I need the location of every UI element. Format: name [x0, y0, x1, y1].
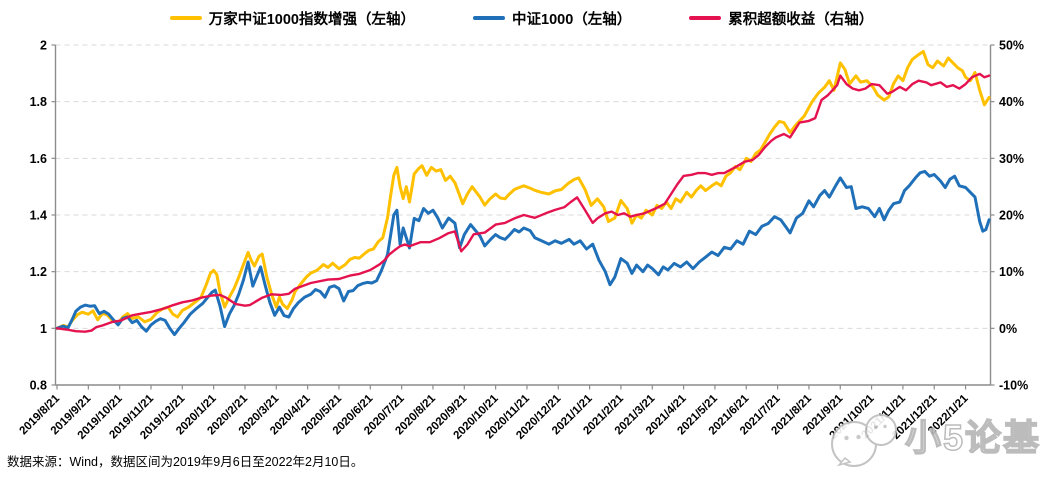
legend-swatch-fund [169, 16, 202, 20]
legend-label: 万家中证1000指数增强（左轴） [208, 11, 415, 28]
watermark: 小5论基 [825, 406, 1041, 470]
series-line-index [55, 169, 991, 337]
right-axis-label: 30% [999, 152, 1024, 166]
legend-item-excess[interactable]: 累积超额收益（右轴） [689, 8, 873, 29]
watermark-text: 小5论基 [904, 417, 1041, 458]
left-axis-label: 2 [40, 39, 47, 53]
left-axis-label: 1.8 [30, 95, 47, 109]
legend-item-fund[interactable]: 万家中证1000指数增强（左轴） [169, 8, 415, 29]
data-source-note: 数据来源：Wind，数据区间为2019年9月6日至2022年2月10日。 [7, 455, 364, 469]
left-axis-label: 1.4 [30, 209, 47, 223]
left-axis-label: 1.2 [30, 265, 47, 279]
series-line-excess [55, 72, 991, 333]
wechat-bubbles-icon [830, 414, 897, 467]
right-axis-label: 40% [999, 95, 1024, 109]
legend-item-index[interactable]: 中证1000（左轴） [473, 8, 631, 29]
legend-swatch-excess [689, 16, 722, 20]
right-axis-label: 50% [999, 39, 1024, 53]
legend-label: 中证1000（左轴） [512, 11, 632, 28]
right-axis-label: 20% [999, 209, 1024, 223]
legend-label: 累积超额收益（右轴） [728, 11, 874, 28]
series-line-fund [55, 50, 991, 330]
right-axis-label: -10% [999, 379, 1028, 393]
legend-swatch-index [473, 16, 505, 20]
right-axis-label: 0% [999, 322, 1017, 336]
right-axis-label: 10% [999, 265, 1024, 279]
left-axis-label: 1 [40, 322, 47, 336]
chart-legend: 万家中证1000指数增强（左轴） 中证1000（左轴） 累积超额收益（右轴） [0, 6, 1043, 30]
left-axis-label: 1.6 [30, 152, 47, 166]
left-axis-label: 0.8 [30, 379, 47, 393]
performance-chart: 0.811.21.41.61.82-10%0%10%20%30%40%50%20… [17, 39, 1028, 442]
